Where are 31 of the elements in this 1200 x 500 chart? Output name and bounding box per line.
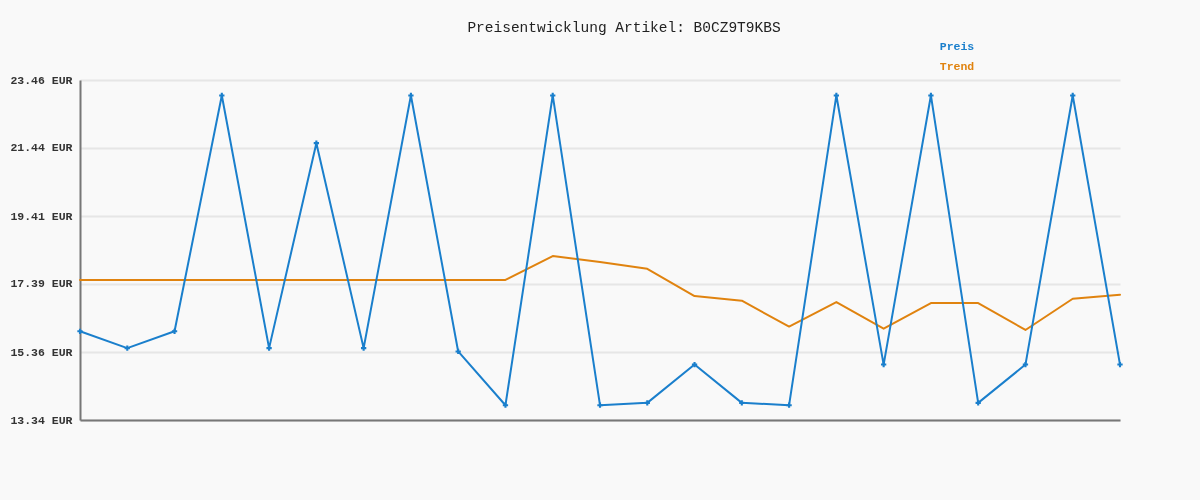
line-series [79,255,1121,331]
point [1070,92,1076,99]
point [975,400,981,406]
y-tick-label: 19.41 EUR [10,209,73,223]
point [786,402,792,408]
y-tick-label: 13.34 EUR [10,413,73,427]
point [597,402,603,408]
y-tick-label: 23.46 EUR [10,73,73,87]
point [171,328,178,334]
point [266,345,272,351]
point [833,92,840,99]
point [77,328,83,334]
point [408,92,414,99]
point [928,92,934,99]
y-tick-label: 17.39 EUR [10,277,73,291]
point [550,92,556,99]
chart-title: Preisentwicklung Artikel: B0CZ9T9KBS [467,19,781,36]
text: Trend [939,60,975,73]
y-tick-label: 15.36 EUR [10,345,73,359]
y-tick-label: 21.44 EUR [10,141,73,155]
point [219,92,225,99]
point [360,345,367,351]
point [1022,361,1029,368]
point [1117,361,1123,368]
point [691,361,698,368]
point [644,400,650,406]
point [502,402,509,408]
point [124,345,130,351]
point [739,400,745,406]
text: Preis [939,40,975,53]
point [455,348,461,355]
